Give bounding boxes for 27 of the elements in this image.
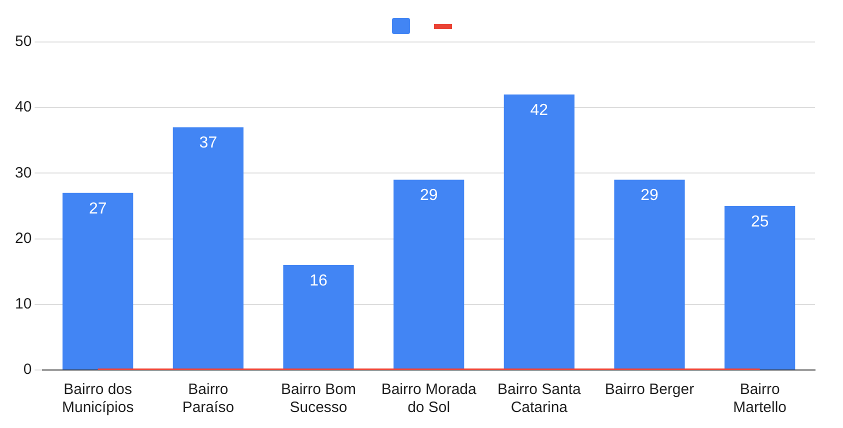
x-tick-label: Bairro Martello — [733, 381, 787, 416]
x-tick-label: Bairro Berger — [604, 381, 694, 398]
bar — [394, 180, 464, 370]
y-tick-label: 10 — [14, 296, 32, 313]
x-tick-label: Bairro Bom Sucesso — [280, 381, 356, 416]
bar — [283, 265, 354, 370]
bar — [724, 206, 796, 370]
x-tick-label: Bairro Paraíso — [182, 381, 234, 416]
data-label: 29 — [640, 187, 659, 204]
y-tick-label: 0 — [23, 361, 32, 378]
data-label: 16 — [310, 272, 328, 290]
y-tick-label: 50 — [14, 33, 32, 50]
data-label: 37 — [199, 134, 218, 152]
bar — [504, 94, 574, 370]
y-tick-label: 20 — [14, 230, 32, 247]
x-tick-label: Bairro dos Municípios — [62, 381, 134, 416]
bar — [62, 192, 134, 370]
bar — [172, 127, 244, 370]
x-tick-label: Bairro Santa Catarina — [497, 381, 582, 416]
y-tick-label: 30 — [14, 164, 32, 182]
bar — [614, 180, 685, 370]
x-tick-label: Bairro Morada do Sol — [381, 381, 478, 416]
data-label: 42 — [530, 102, 548, 119]
data-label: 27 — [88, 200, 107, 218]
y-tick-label: 40 — [14, 98, 32, 116]
data-label: 29 — [420, 187, 438, 204]
data-label: 25 — [750, 213, 769, 230]
